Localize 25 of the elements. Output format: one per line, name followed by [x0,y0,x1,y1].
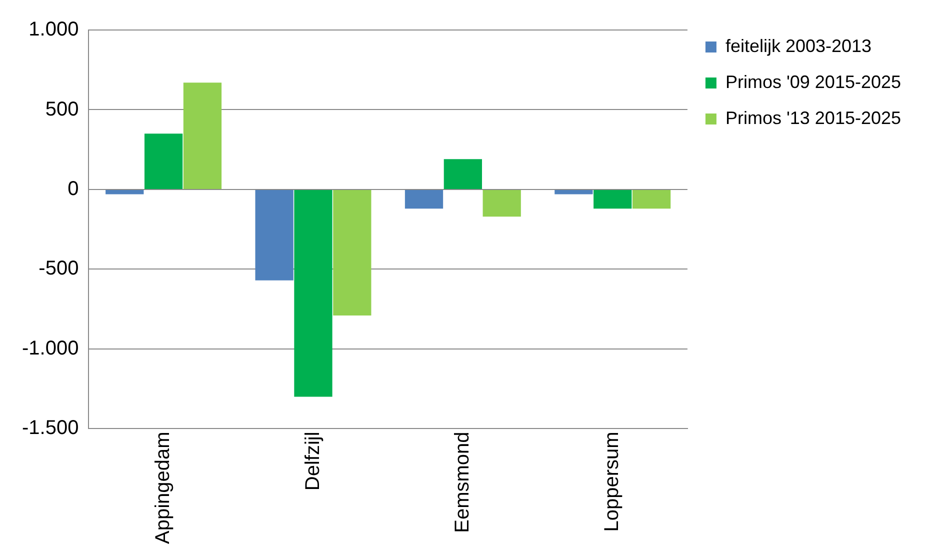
bar [482,190,521,217]
y-tick-label: -500 [38,258,79,280]
x-tick-label: Appingedam [152,432,174,544]
bar [444,159,482,189]
x-tick-label: Eemsmond [451,432,474,533]
legend-label: feitelijk 2003-2013 [725,36,872,56]
x-tick-label: Loppersum [601,432,624,532]
legend-label: Primos '09 2015-2025 [725,72,902,92]
bar [183,82,222,189]
bar [404,190,444,209]
legend-label: Primos '13 2015-2025 [725,108,902,128]
bar [554,190,593,194]
y-tick-label: 500 [45,98,79,120]
bar [106,190,144,194]
bar [333,190,372,316]
y-tick-label: -1.000 [22,337,79,360]
y-tick-label: -1.500 [22,417,79,440]
x-tick-label: Delfzijl [302,432,324,491]
bar [594,190,632,209]
bar [144,134,183,189]
bar [255,190,294,280]
bar [294,190,332,397]
bar [632,190,671,209]
y-tick-label: 0 [68,178,79,200]
y-tick-label: 1.000 [28,18,79,41]
